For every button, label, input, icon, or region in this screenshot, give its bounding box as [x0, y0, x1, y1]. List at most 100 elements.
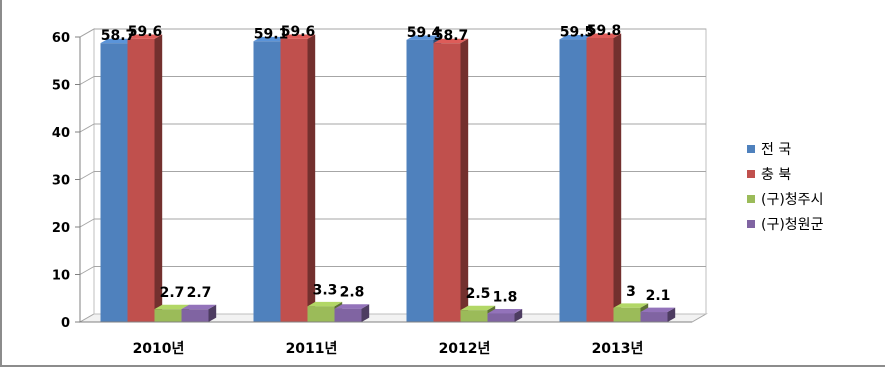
x-tick-label: 2013년 [592, 341, 644, 357]
legend-item: (구)청원군 [747, 217, 824, 233]
x-axis: 2010년 2011년 2012년 2013년 [80, 321, 692, 357]
legend: 전 국충 북 (구)청주시 (구)청원군 [747, 142, 824, 233]
data-label: 2.5 [466, 286, 491, 302]
bar-top [127, 34, 163, 39]
bar-side [154, 34, 163, 322]
gridline-side [79, 218, 95, 228]
x-tick-label: 2011년 [286, 341, 338, 357]
data-label: 2.1 [646, 288, 671, 304]
bar-top [433, 38, 469, 44]
data-label: 59.6 [281, 24, 316, 40]
bar-front [280, 38, 308, 323]
bar-front [613, 307, 641, 322]
bar-top [100, 38, 136, 44]
bar-side [613, 33, 622, 323]
data-label: 59.6 [128, 24, 163, 40]
data-labels: 58.759.62.7 2.759.159.63.3 2.859.458.72.5 1… [101, 23, 671, 306]
legend-label: 전 국 [761, 142, 791, 158]
bar [181, 304, 217, 322]
bar [334, 304, 370, 322]
bar-side [667, 307, 676, 322]
bar-top [613, 303, 649, 308]
legend-swatch [747, 220, 755, 228]
bar [280, 34, 316, 323]
legend-item: 전 국 [747, 142, 791, 158]
bar-side [307, 34, 316, 322]
data-label: 3 [626, 284, 636, 300]
legend-item: 충 북 [747, 167, 791, 183]
bar-front [127, 38, 155, 323]
bar-top [307, 301, 343, 307]
bar-front [433, 43, 461, 323]
bar-top [253, 36, 289, 42]
bar-front [640, 312, 668, 322]
y-tick-label: 40 [52, 126, 70, 141]
bar-top [586, 33, 622, 38]
bar [127, 34, 163, 323]
bar [487, 309, 523, 322]
bars [100, 33, 676, 323]
bar-top [154, 304, 190, 310]
y-tick-label: 20 [52, 221, 70, 236]
gridline-side [79, 266, 95, 275]
y-tick-label: 50 [52, 79, 70, 94]
legend-swatch [747, 145, 755, 153]
legend-label: (구)청주시 [761, 192, 823, 208]
bar-front [559, 39, 587, 322]
y-tick-label: 30 [52, 174, 70, 189]
x-tick-label: 2012년 [439, 341, 491, 357]
bar-front [586, 37, 614, 322]
gridline-side [79, 28, 95, 38]
bar-front [460, 310, 488, 322]
bar-top [460, 305, 496, 311]
bar-front [253, 41, 281, 323]
data-label: 58.7 [101, 28, 136, 44]
bar-top [181, 304, 217, 310]
data-label: 1.8 [493, 289, 518, 305]
data-label: 3.3 [313, 282, 338, 298]
data-label: 59.8 [587, 23, 622, 39]
bar-top [280, 34, 316, 39]
data-label: 2.7 [187, 285, 212, 301]
x-tick-label: 2010년 [133, 341, 185, 357]
bar [586, 33, 622, 323]
bar-top [487, 309, 523, 314]
gridline-side [79, 171, 95, 180]
bar-top [559, 34, 595, 40]
bar [433, 38, 469, 323]
bar-top [640, 307, 676, 313]
legend-item: (구)청주시 [747, 192, 823, 208]
data-label: 2.7 [160, 285, 185, 301]
bar-top [406, 35, 442, 40]
y-tick-label: 60 [52, 31, 70, 46]
bar-front [334, 308, 362, 322]
data-label: 59.4 [407, 25, 442, 41]
bar-side [460, 38, 469, 323]
bar-front [487, 313, 515, 322]
y-tick-label: 0 [61, 316, 70, 331]
legend-label: (구)청원군 [761, 217, 824, 233]
bar-side [361, 304, 370, 322]
data-label: 59.5 [560, 24, 595, 40]
gridline-side [79, 76, 95, 85]
bar-side [208, 304, 217, 322]
bar [640, 307, 676, 322]
data-label: 2.8 [340, 285, 365, 301]
legend-swatch [747, 195, 755, 203]
y-tick-label: 10 [52, 269, 70, 284]
bar-front [181, 309, 209, 322]
gridline-side [79, 123, 95, 133]
bar-front [100, 43, 128, 323]
bar-front [154, 309, 182, 322]
bar-side [514, 309, 523, 322]
bar-front [406, 39, 434, 322]
bar-front [307, 306, 335, 322]
legend-label: 충 북 [761, 167, 791, 183]
bar-top [334, 304, 370, 309]
data-label: 58.7 [434, 28, 469, 44]
legend-swatch [747, 170, 755, 178]
data-label: 59.1 [254, 26, 289, 42]
y-axis: 0 10 20 30 40 50 60 [52, 31, 81, 331]
